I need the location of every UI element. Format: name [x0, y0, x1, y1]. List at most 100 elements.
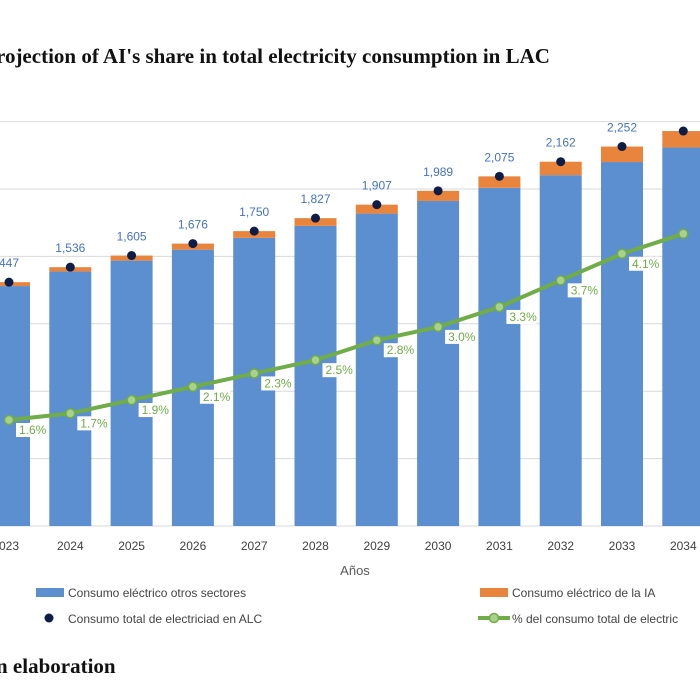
x-tick-2023: 023	[0, 539, 19, 553]
total-marker-2025	[127, 251, 137, 261]
x-tick-2026: 2026	[180, 539, 207, 553]
x-tick-2034: 2034	[670, 539, 697, 553]
total-label-2027: 1,750	[239, 205, 269, 219]
share-point-2034	[678, 228, 689, 240]
chart-svg: 447 1,536 1,605 1,676 1,750 1,827 1,907 1,989 2,…	[0, 105, 700, 626]
share-point-2030	[432, 321, 444, 333]
total-marker-2024	[65, 262, 75, 272]
x-tick-2030: 2030	[425, 539, 452, 553]
total-label-2031: 2,075	[484, 150, 514, 164]
bar-other-2030	[417, 200, 460, 526]
chart-grid	[0, 121, 700, 527]
total-label-2025: 1,605	[117, 230, 147, 244]
share-point-2029	[371, 334, 383, 346]
label-layer: 447 1,536 1,605 1,676 1,750 1,827 1,907 1,989 2,…	[0, 105, 699, 437]
footer-text: n elaboration	[0, 654, 116, 678]
share-label-bg-2033	[629, 256, 659, 271]
share-label-bg-2023	[16, 423, 46, 437]
bar-other-2034	[662, 147, 700, 526]
share-point-2024	[65, 408, 76, 419]
x-tick-2028: 2028	[302, 539, 329, 553]
bar-other-2033	[601, 162, 643, 526]
bar-other-2024	[49, 271, 92, 526]
share-label-2029: 2.8%	[387, 343, 415, 357]
total-label-2024: 1,536	[55, 241, 85, 255]
share-label-2023: 1.6%	[19, 423, 47, 437]
total-label-2023: 447	[0, 256, 19, 270]
legend-label-other: Consumo eléctrico otros sectores	[68, 586, 246, 600]
bar-other-2023	[0, 286, 30, 526]
share-label-2031: 3.3%	[509, 310, 537, 324]
share-label-bg-2025	[138, 403, 169, 418]
bar-other-2031	[478, 187, 521, 526]
share-line	[8, 231, 684, 422]
x-tick-2027: 2027	[241, 539, 268, 553]
share-label-2027: 2.3%	[264, 376, 292, 390]
share-point-2032	[555, 275, 566, 286]
share-label-2032: 3.7%	[571, 283, 599, 297]
total-marker-2028	[311, 213, 320, 223]
legend-label-ai: Consumo eléctrico de la IA	[512, 586, 655, 600]
x-tick-2032: 2032	[547, 539, 574, 553]
total-marker-2030	[433, 186, 443, 196]
bar-other-2025	[110, 260, 153, 526]
legend-swatch-ai	[480, 588, 508, 597]
legend-point-share	[488, 612, 500, 624]
share-label-bg-2030	[445, 329, 476, 344]
total-label-2030: 1,989	[423, 165, 453, 179]
share-label-bg-2027	[261, 376, 292, 391]
share-label-2030: 3.0%	[448, 330, 476, 344]
total-label-2032: 2,162	[546, 136, 576, 150]
total-marker-2033	[617, 142, 627, 152]
share-label-2025: 1.9%	[142, 403, 170, 417]
share-point-2033	[616, 248, 628, 259]
total-marker-2031	[494, 171, 504, 181]
total-marker-2032	[556, 157, 566, 167]
page-title: rojection of AI's share in total electri…	[0, 44, 550, 68]
total-marker-2034	[678, 126, 688, 136]
legend-label-total: Consumo total de electriciad en ALC	[68, 612, 262, 626]
total-marker-2027	[249, 226, 259, 236]
bar-other-2032	[539, 175, 582, 527]
share-point-2023	[3, 414, 15, 426]
bar-ai-2023	[0, 282, 30, 287]
bar-ai-2033	[601, 146, 643, 163]
share-label-bg-2026	[199, 389, 230, 404]
share-label-bg-2031	[506, 309, 537, 324]
total-label-2026: 1,676	[178, 218, 208, 232]
total-label-2033: 2,252	[607, 121, 637, 135]
share-label-2028: 2.5%	[326, 363, 354, 377]
total-marker-2029	[372, 200, 382, 210]
share-line-layer	[3, 228, 689, 426]
share-label-bg-2032	[567, 283, 598, 298]
total-label-2029: 1,907	[362, 179, 392, 193]
share-label-2024: 1.7%	[80, 416, 108, 430]
x-axis-label: Años	[340, 563, 370, 578]
total-label-2028: 1,827	[300, 192, 330, 206]
share-point-2031	[494, 301, 505, 313]
share-point-2025	[126, 394, 137, 406]
share-label-2033: 4.1%	[632, 257, 660, 271]
share-label-bg-2028	[322, 363, 353, 378]
bar-ai-2030	[417, 190, 460, 201]
share-point-2027	[248, 368, 260, 379]
total-label-2034: 2,344	[668, 118, 698, 119]
x-tick-2024: 2024	[57, 539, 84, 553]
legend-swatch-other	[36, 588, 64, 597]
x-tick-2031: 2031	[486, 539, 513, 553]
bar-other-2029	[355, 213, 398, 526]
x-tick-2033: 2033	[609, 539, 636, 553]
share-label-bg-2024	[77, 416, 108, 431]
total-marker-2023	[4, 277, 14, 287]
legend-marker-total	[44, 613, 54, 623]
x-tick-2029: 2029	[363, 539, 390, 553]
share-label-bg-2029	[383, 343, 414, 358]
bar-ai-2031	[478, 176, 521, 188]
legend: Consumo eléctrico otros sectores Consumo …	[36, 586, 678, 626]
x-tick-layer: 023 2024 2025 2026 2027 2028 2029 2030 2031 2032 2…	[0, 539, 697, 553]
total-marker-2026	[188, 239, 198, 249]
chart-area: 447 1,536 1,605 1,676 1,750 1,827 1,907 1,989 2,…	[0, 105, 700, 638]
x-tick-2025: 2025	[118, 539, 145, 553]
legend-label-share: % del consumo total de electric	[512, 612, 678, 626]
bar-layer	[0, 131, 700, 527]
